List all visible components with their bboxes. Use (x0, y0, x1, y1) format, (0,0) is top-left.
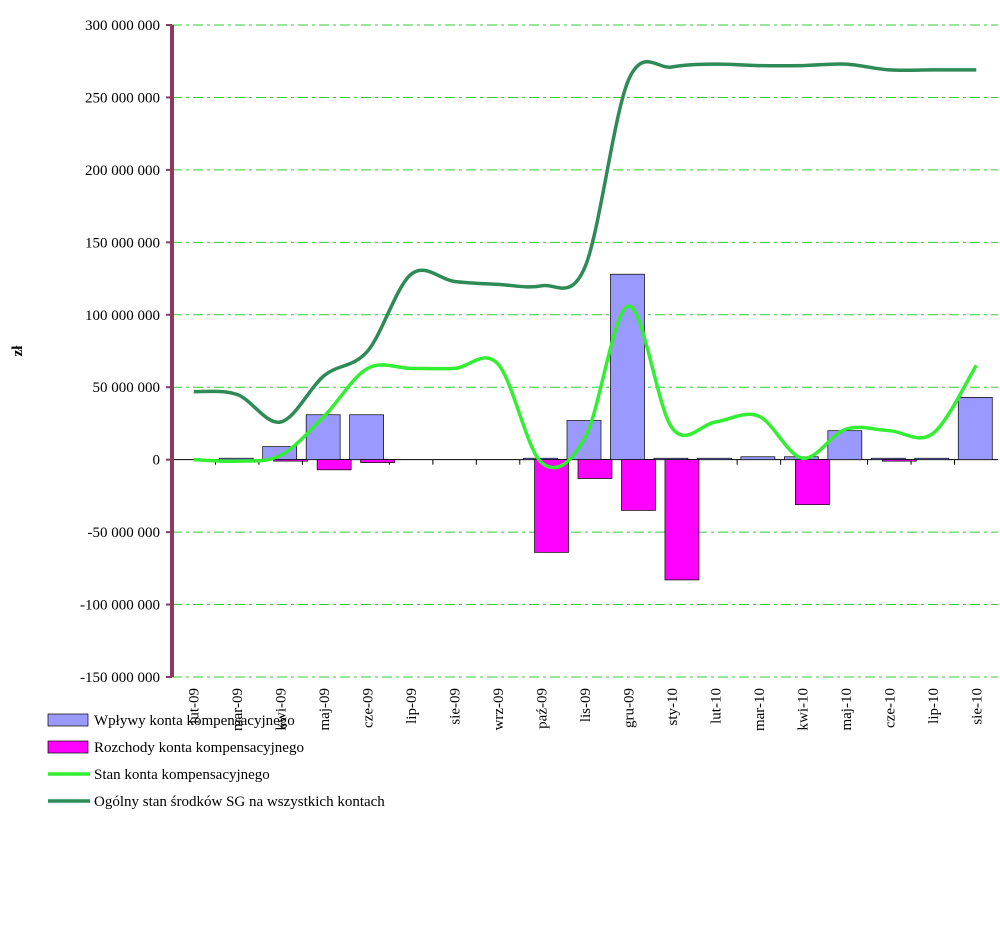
x-tick-label: lip-09 (404, 688, 420, 724)
y-tick-label: -50 000 000 (88, 525, 161, 541)
x-tick-label: cze-09 (361, 688, 377, 728)
bar (697, 457, 732, 461)
x-tick-label: sie-10 (969, 688, 985, 725)
y-axis-label: zł (10, 345, 26, 357)
legend-swatch (47, 740, 89, 754)
x-tick-label: lis-09 (578, 688, 594, 722)
x-tick-label: mar-09 (230, 688, 246, 731)
legend-label: Ogólny stan środków SG na wszystkich kon… (94, 794, 385, 810)
bar (566, 420, 602, 461)
x-tick-label: lip-10 (926, 688, 942, 724)
y-tick-label: 50 000 000 (93, 380, 161, 396)
x-tick-label: lut-09 (187, 688, 203, 724)
bar (610, 273, 645, 461)
y-tick-label: 300 000 000 (85, 18, 160, 34)
x-tick-label: maj-10 (839, 688, 855, 731)
x-tick-label: wrz-09 (491, 688, 507, 730)
bar (349, 414, 384, 461)
bar (664, 459, 700, 581)
bar (914, 457, 950, 461)
line (193, 60, 977, 424)
y-tick-label: 150 000 000 (85, 235, 160, 251)
x-tick-label: sie-09 (448, 688, 464, 725)
y-tick-label: 0 (153, 453, 161, 469)
legend-label: Stan konta kompensacyjnego (94, 767, 270, 783)
x-tick-label: kwi-09 (274, 688, 290, 731)
y-tick-label: 200 000 000 (85, 163, 160, 179)
legend-label: Rozchody konta kompensacyjnego (94, 740, 304, 756)
bar (827, 430, 863, 461)
bar (316, 459, 352, 471)
x-tick-label: paź-09 (535, 688, 551, 729)
y-tick-label: -100 000 000 (80, 598, 160, 614)
x-tick-label: sty-10 (665, 688, 681, 726)
bar (534, 459, 569, 553)
legend-swatch (47, 713, 89, 727)
bar (740, 456, 776, 461)
bar (305, 414, 341, 461)
x-tick-label: gru-09 (621, 688, 637, 728)
line (193, 304, 978, 470)
x-tick-label: cze-10 (882, 688, 898, 728)
legend-label: Wpływy konta kompensacyjnego (94, 713, 295, 729)
x-tick-label: lut-10 (708, 688, 724, 724)
bar (577, 459, 613, 479)
bar (273, 459, 309, 462)
y-tick-label: 100 000 000 (85, 308, 160, 324)
y-tick-label: -150 000 000 (80, 670, 160, 686)
bar (360, 459, 395, 463)
x-tick-label: kwi-10 (795, 688, 811, 731)
bar (795, 459, 830, 505)
y-tick-label: 250 000 000 (85, 90, 160, 106)
x-tick-label: mar-10 (752, 688, 768, 731)
bar (957, 397, 993, 461)
bar (881, 459, 917, 462)
bar (621, 459, 656, 511)
x-tick-label: maj-09 (317, 688, 333, 731)
